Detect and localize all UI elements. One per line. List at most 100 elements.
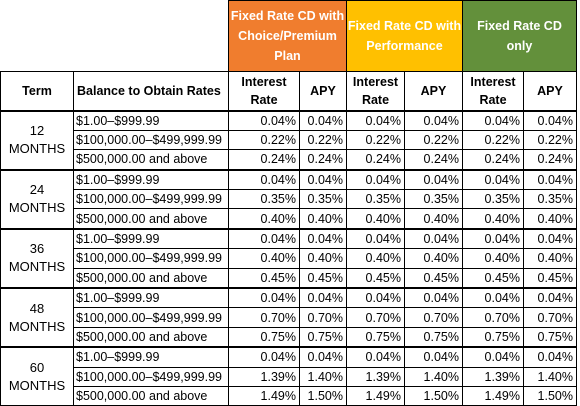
balance-column-header: Balance to Obtain Rates [73,70,229,111]
apy-cell: 1.40% [404,366,463,387]
apy-cell: 1.50% [404,385,463,406]
interest-rate-cell: 1.49% [462,385,524,406]
balance-cell: $1.00–$999.99 [73,346,229,368]
balance-cell: $100,000.00–$499,999.99 [73,248,229,269]
apy-cell: 1.40% [299,366,347,387]
interest-rate-cell: 0.24% [228,149,300,171]
apy-cell: 0.75% [299,326,347,348]
table-row: $100,000.00–$499,999.99 0.35% 0.35% 0.35% 0.… [1,189,577,210]
table-row: 36 MONTHS $1.00–$999.99 0.04% 0.04% 0.04% 0.04… [0,227,577,289]
interest-rate-cell: 0.04% [346,109,405,131]
product-name-line: Choice/Premium [238,28,337,43]
apy-cell: 1.50% [523,385,577,406]
table-row: 48 MONTHS $1.00–$999.99 0.04% 0.04% 0.04% 0.04… [0,287,577,348]
product-name-line: Plan [274,48,301,63]
table-row: $500,000.00 and above 0.24% 0.24% 0.24% 0.24… [1,149,577,171]
column-header-row: Term Balance to Obtain Rates Interest Rat… [0,70,577,111]
interest-rate-cell: 0.04% [228,168,300,191]
apy-cell: 0.40% [299,208,347,230]
apy-column-header: APY [299,70,347,111]
apy-cell: 0.04% [299,227,347,250]
table-row: $100,000.00–$499,999.99 0.70% 0.70% 0.70% 0.… [1,307,577,328]
table-row: $100,000.00–$499,999.99 0.40% 0.40% 0.40% 0.… [1,248,577,269]
apy-cell: 0.24% [523,149,577,171]
interest-rate-cell: 0.04% [462,346,524,368]
apy-cell: 0.04% [404,346,463,368]
interest-rate-column-header: Interest Rate [462,70,524,111]
apy-cell: 0.04% [404,168,463,191]
apy-column-header: APY [404,70,463,111]
apy-column-header: APY [523,70,577,111]
interest-rate-cell: 0.04% [346,346,405,368]
interest-rate-cell: 0.40% [346,208,405,230]
balance-cell: $1.00–$999.99 [73,109,229,131]
apy-cell: 0.70% [404,307,463,328]
apy-cell: 0.22% [404,129,463,151]
interest-rate-cell: 1.49% [228,385,300,406]
table-row: $500,000.00 and above 1.49% 1.50% 1.49% 1.50… [1,385,577,406]
interest-rate-cell: 0.40% [346,248,405,269]
interest-rate-cell: 0.04% [346,287,405,309]
interest-rate-column-header: Interest Rate [346,70,405,111]
interest-rate-cell: 1.49% [346,385,405,406]
header-blank [1,1,229,72]
term-cell: 36 MONTHS [0,227,74,289]
interest-rate-cell: 0.22% [346,129,405,151]
apy-cell: 0.04% [299,287,347,309]
apy-cell: 0.04% [523,109,577,131]
interest-rate-cell: 0.40% [462,248,524,269]
interest-rate-cell: 0.22% [462,129,524,151]
interest-rate-cell: 0.70% [228,307,300,328]
term-cell: 48 MONTHS [0,287,74,348]
interest-rate-cell: 0.45% [346,267,405,289]
interest-rate-cell: 0.35% [462,189,524,210]
apy-cell: 0.04% [523,346,577,368]
apy-cell: 0.24% [404,149,463,171]
interest-rate-cell: 0.04% [228,346,300,368]
apy-cell: 0.45% [299,267,347,289]
interest-rate-cell: 1.39% [346,366,405,387]
product-name-line: Fixed Rate CD with [347,18,462,33]
apy-cell: 0.70% [523,307,577,328]
apy-cell: 0.40% [299,248,347,269]
interest-rate-cell: 0.24% [346,149,405,171]
balance-cell: $500,000.00 and above [73,208,229,230]
product-header-choice-premium: Fixed Rate CD with Choice/Premium Plan [228,0,347,72]
interest-rate-cell: 0.04% [228,227,300,250]
apy-cell: 0.04% [299,168,347,191]
apy-cell: 0.22% [299,129,347,151]
apy-cell: 0.75% [523,326,577,348]
balance-cell: $100,000.00–$499,999.99 [73,129,229,151]
table-row: $500,000.00 and above 0.45% 0.45% 0.45% 0.45… [1,267,577,289]
apy-cell: 0.04% [404,109,463,131]
balance-cell: $1.00–$999.99 [73,227,229,250]
apy-cell: 0.35% [299,189,347,210]
interest-rate-cell: 0.40% [228,248,300,269]
apy-cell: 1.40% [523,366,577,387]
product-name-line: Performance [366,38,443,53]
table-row: $500,000.00 and above 0.40% 0.40% 0.40% 0.40… [1,208,577,230]
interest-rate-cell: 0.04% [346,168,405,191]
apy-cell: 0.04% [523,168,577,191]
interest-rate-cell: 0.35% [346,189,405,210]
table-row: $500,000.00 and above 0.75% 0.75% 0.75% 0.75… [1,326,577,348]
interest-rate-cell: 0.04% [228,287,300,309]
interest-rate-cell: 0.75% [228,326,300,348]
apy-cell: 0.04% [299,346,347,368]
interest-rate-cell: 0.45% [462,267,524,289]
balance-cell: $1.00–$999.99 [73,168,229,191]
term-cell: 24 MONTHS [0,168,74,230]
rate-table-body: 12 MONTHS $1.00–$999.99 0.04% 0.04% 0.04% 0.04… [0,109,577,406]
apy-cell: 0.75% [404,326,463,348]
interest-rate-cell: 0.04% [228,109,300,131]
balance-cell: $500,000.00 and above [73,385,229,406]
apy-cell: 0.35% [404,189,463,210]
interest-rate-column-header: Interest Rate [228,70,300,111]
apy-cell: 0.04% [523,287,577,309]
interest-rate-cell: 0.22% [228,129,300,151]
product-name-line: Fixed Rate CD [477,18,562,33]
interest-rate-cell: 0.24% [462,149,524,171]
balance-cell: $500,000.00 and above [73,149,229,171]
table-row: $100,000.00–$499,999.99 1.39% 1.40% 1.39% 1.… [1,366,577,387]
interest-rate-cell: 0.75% [462,326,524,348]
